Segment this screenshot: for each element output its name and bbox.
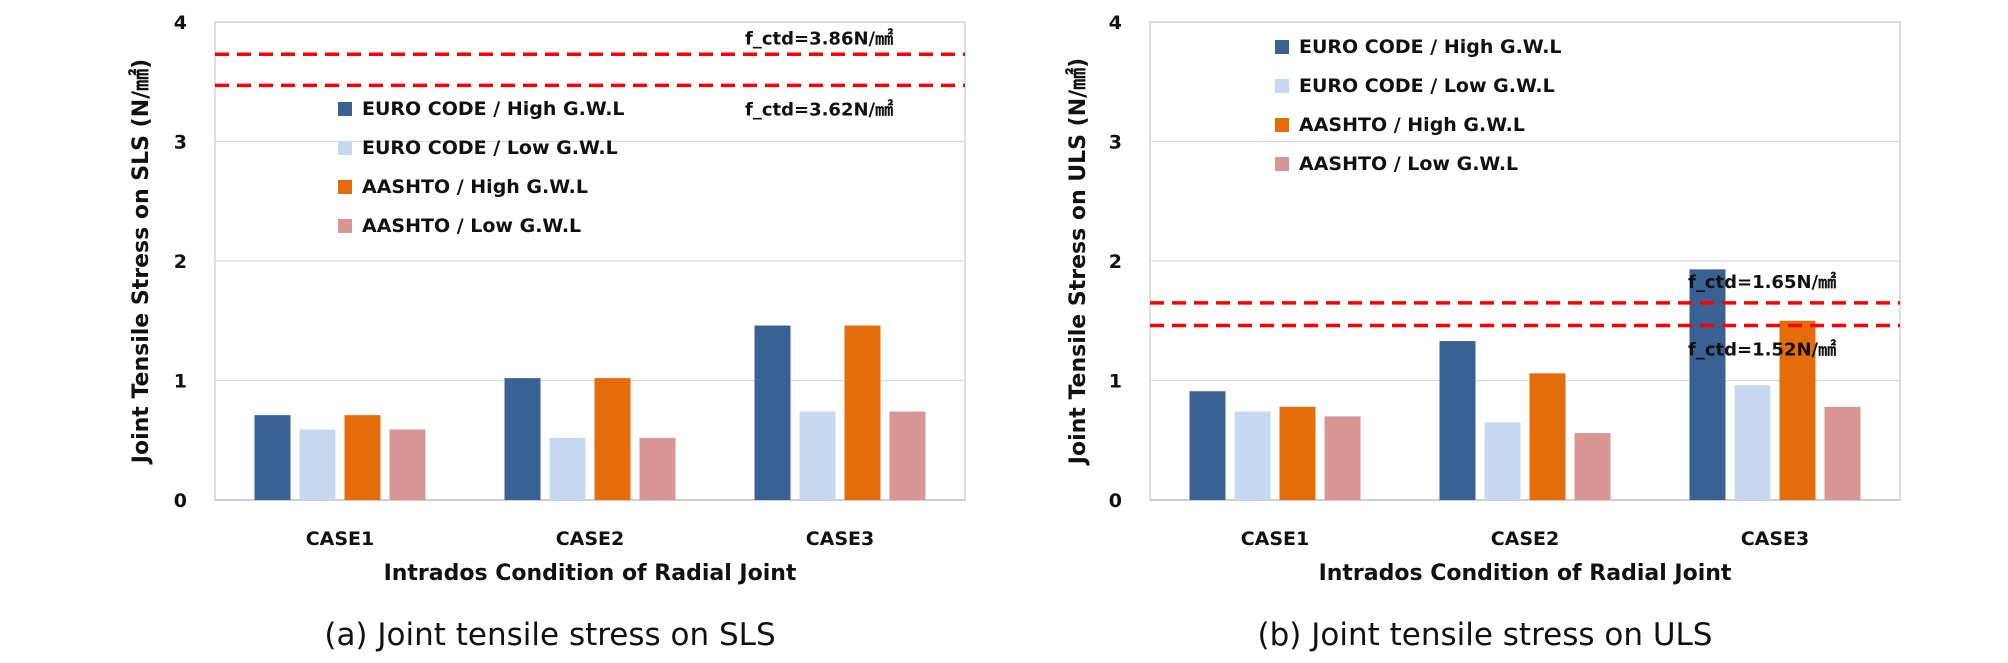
y-tick-label: 2 bbox=[1109, 251, 1122, 273]
legend-swatch bbox=[338, 141, 352, 155]
reference-line-label: f_ctd=1.65N/㎟ bbox=[1688, 271, 1836, 293]
bar bbox=[1189, 391, 1226, 500]
legend-entry: EURO CODE / High G.W.L bbox=[362, 98, 625, 120]
bar bbox=[504, 378, 541, 500]
bar bbox=[799, 411, 836, 500]
bar bbox=[549, 437, 586, 500]
bar bbox=[1234, 411, 1271, 500]
x-tick-label: CASE3 bbox=[806, 528, 875, 550]
bar bbox=[344, 415, 381, 500]
legend-swatch bbox=[1275, 118, 1289, 132]
bar bbox=[594, 378, 631, 500]
bar bbox=[1734, 385, 1771, 500]
bar bbox=[1439, 341, 1476, 500]
legend-swatch bbox=[1275, 40, 1289, 54]
x-axis-title: Intrados Condition of Radial Joint bbox=[384, 561, 797, 586]
y-tick-label: 3 bbox=[1109, 132, 1122, 154]
legend-entry: EURO CODE / High G.W.L bbox=[1299, 36, 1562, 58]
bar bbox=[639, 437, 676, 500]
x-tick-label: CASE1 bbox=[306, 528, 375, 550]
y-tick-label: 1 bbox=[174, 371, 187, 393]
y-tick-label: 1 bbox=[1109, 371, 1122, 393]
y-tick-label: 0 bbox=[1109, 490, 1122, 512]
bar bbox=[254, 415, 291, 500]
bar bbox=[889, 411, 926, 500]
y-tick-label: 2 bbox=[174, 251, 187, 273]
figure-caption: (a) Joint tensile stress on SLS bbox=[324, 617, 775, 653]
bar bbox=[1824, 406, 1861, 500]
reference-line-label: f_ctd=3.86N/㎟ bbox=[745, 27, 893, 49]
x-tick-label: CASE1 bbox=[1241, 528, 1310, 550]
legend-entry: AASHTO / Low G.W.L bbox=[362, 215, 581, 237]
bar bbox=[1779, 320, 1816, 500]
bar bbox=[1574, 433, 1611, 500]
legend-entry: EURO CODE / Low G.W.L bbox=[362, 137, 618, 159]
x-axis-title: Intrados Condition of Radial Joint bbox=[1319, 561, 1732, 586]
bar bbox=[844, 325, 881, 500]
chart-sls: 0 1 2 3 4 CASE1 CASE2 CASE3 f_ctd=3.86N/㎟ f_ctd=3… bbox=[128, 12, 966, 653]
x-tick-label: CASE3 bbox=[1741, 528, 1810, 550]
x-tick-label: CASE2 bbox=[1491, 528, 1560, 550]
y-axis-title: Joint Tensile Stress on SLS (N/㎟) bbox=[128, 59, 154, 465]
bar bbox=[1279, 406, 1316, 500]
bar bbox=[1324, 416, 1361, 500]
y-tick-label: 0 bbox=[174, 490, 187, 512]
legend-swatch bbox=[1275, 79, 1289, 93]
legend-entry: EURO CODE / Low G.W.L bbox=[1299, 75, 1555, 97]
y-tick-label: 4 bbox=[1109, 12, 1122, 34]
x-tick-label: CASE2 bbox=[556, 528, 625, 550]
bar bbox=[1529, 373, 1566, 500]
y-axis-title: Joint Tensile Stress on ULS (N/㎟) bbox=[1065, 58, 1091, 466]
legend-entry: AASHTO / High G.W.L bbox=[1299, 114, 1525, 136]
bar bbox=[1484, 422, 1521, 500]
bar bbox=[754, 325, 791, 500]
legend-entry: AASHTO / High G.W.L bbox=[362, 176, 588, 198]
bar bbox=[1689, 269, 1726, 500]
legend-swatch bbox=[1275, 157, 1289, 171]
reference-line-label: f_ctd=1.52N/㎟ bbox=[1688, 339, 1836, 361]
y-tick-label: 4 bbox=[174, 12, 187, 34]
bar bbox=[389, 429, 426, 500]
legend-swatch bbox=[338, 102, 352, 116]
legend-swatch bbox=[338, 180, 352, 194]
bar bbox=[299, 429, 336, 500]
y-tick-label: 3 bbox=[174, 132, 187, 154]
figure-caption: (b) Joint tensile stress on ULS bbox=[1258, 617, 1713, 653]
legend-swatch bbox=[338, 219, 352, 233]
chart-uls: 0 1 2 3 4 CASE1 CASE2 CASE3 f_ctd=1.65N/㎟ f_ctd=1… bbox=[1065, 12, 1901, 653]
legend-entry: AASHTO / Low G.W.L bbox=[1299, 153, 1518, 175]
reference-line-label: f_ctd=3.62N/㎟ bbox=[745, 98, 893, 120]
